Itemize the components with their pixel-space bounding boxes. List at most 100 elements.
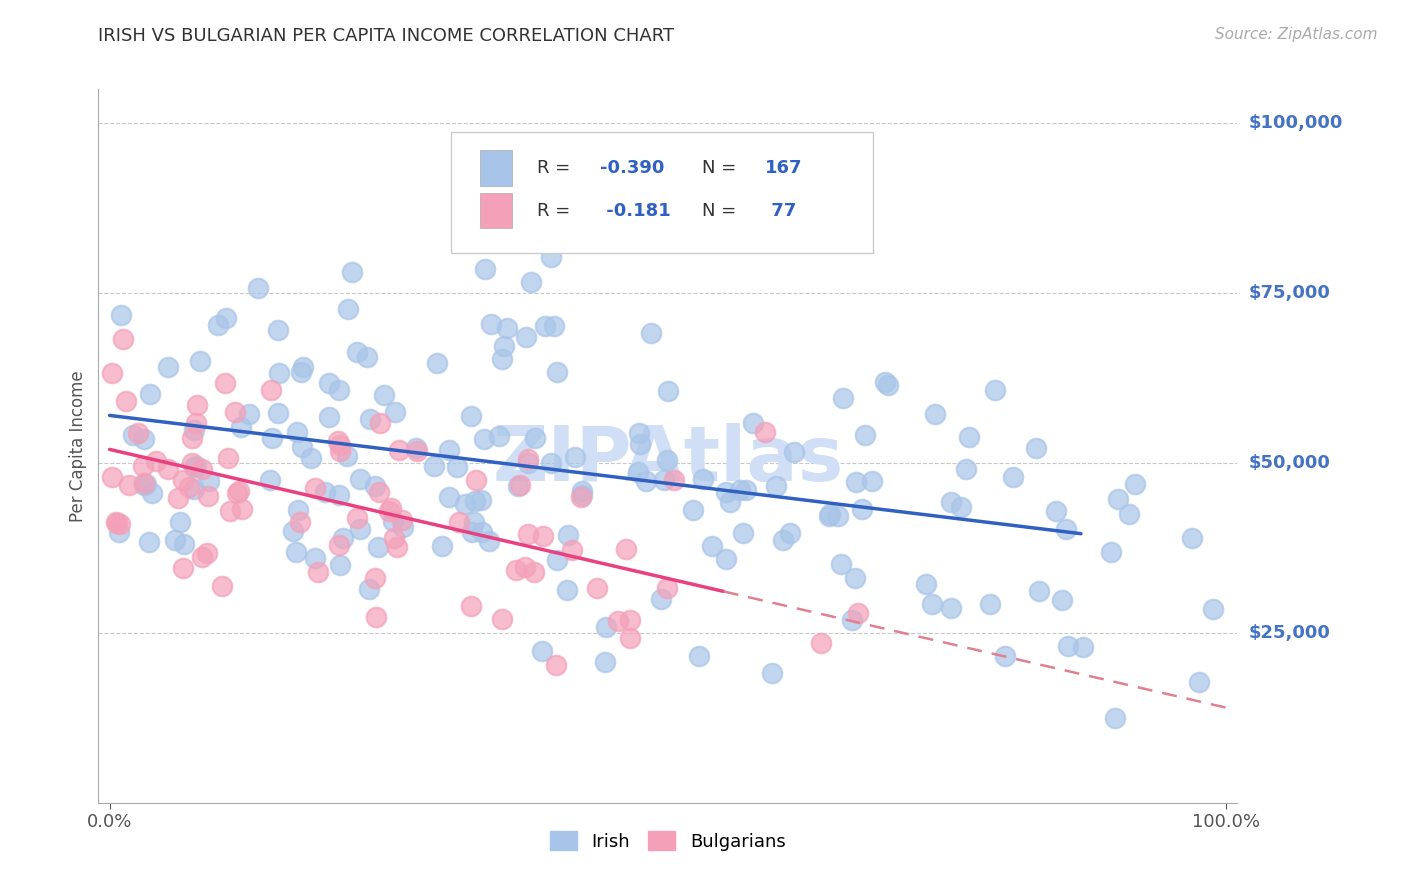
Point [731,526,754,541]
Point [368,484,391,499]
Text: $100,000: $100,000 [1249,114,1343,132]
Point [447,515,470,529]
Point [437,442,460,457]
Point [145,454,167,468]
Point [238,407,260,421]
Point [370,417,392,431]
Text: $50,000: $50,000 [1249,454,1330,472]
Point [218,504,240,518]
Point [491,612,513,626]
Point [1045,504,1067,518]
Point [183,482,205,496]
Point [267,406,290,420]
Point [406,444,429,458]
Text: N =: N = [702,159,742,177]
Point [172,561,194,575]
Point [478,534,501,549]
Point [336,301,359,316]
Point [134,476,156,491]
Point [875,375,897,389]
Point [173,537,195,551]
Point [513,559,536,574]
Point [1099,544,1122,558]
FancyBboxPatch shape [451,132,873,253]
Point [340,264,363,278]
Point [281,524,304,538]
Point [499,229,522,244]
Point [950,500,973,514]
Point [634,474,657,488]
Point [260,431,283,445]
Point [460,599,482,614]
Point [426,356,449,370]
Point [180,456,202,470]
Point [356,350,378,364]
Point [132,478,155,492]
Point [228,483,250,498]
Point [531,644,554,658]
Point [231,502,253,516]
Point [586,581,609,595]
Point [509,478,531,492]
Point [772,533,794,547]
Point [101,366,124,380]
Point [682,503,704,517]
Point [754,425,776,439]
Point [915,577,938,591]
Point [846,606,869,620]
Point [177,480,200,494]
Point [830,557,852,571]
Point [423,458,446,473]
Point [346,345,368,359]
Point [364,479,387,493]
Point [328,488,350,502]
Point [332,531,354,545]
Point [215,311,238,326]
Text: 77: 77 [765,202,796,219]
Point [267,322,290,336]
Point [845,475,868,490]
Point [505,563,527,577]
Point [860,474,883,488]
Point [1201,602,1223,616]
Point [388,442,411,457]
Point [110,308,132,322]
Point [108,525,131,540]
Point [531,528,554,542]
Point [470,493,492,508]
Point [329,444,352,458]
Point [328,434,350,448]
Point [627,465,650,479]
Point [619,613,641,627]
Point [172,473,194,487]
Point [640,326,662,340]
Point [260,384,283,398]
Point [593,655,616,669]
Point [655,582,678,596]
Point [328,438,350,452]
Point [924,407,946,421]
FancyBboxPatch shape [479,150,512,186]
Point [1181,531,1204,545]
Point [540,456,562,470]
Point [1028,584,1050,599]
Point [224,405,246,419]
Point [619,631,641,645]
Point [465,473,488,487]
Point [1057,639,1080,653]
Point [523,565,546,579]
Point [367,540,389,554]
Point [139,386,162,401]
Point [304,481,326,495]
Point [284,545,307,559]
Point [166,491,188,506]
Point [460,409,482,423]
Point [921,597,943,611]
Point [1001,469,1024,483]
Point [135,476,157,491]
Point [198,475,221,489]
Y-axis label: Per Capita Income: Per Capita Income [69,370,87,522]
Point [157,462,180,476]
Point [439,490,461,504]
Point [994,648,1017,663]
